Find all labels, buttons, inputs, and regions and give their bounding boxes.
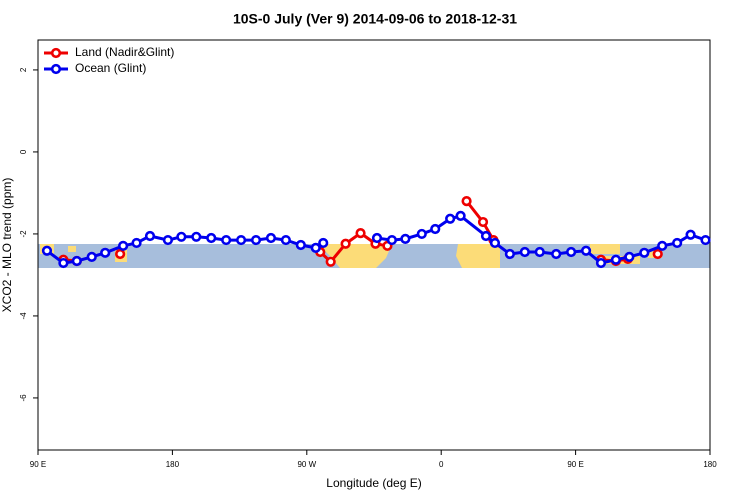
legend-label: Land (Nadir&Glint) [75, 45, 174, 59]
data-point [445, 213, 456, 224]
data-point [566, 246, 577, 258]
legend-marker [50, 63, 62, 75]
data-point [176, 231, 187, 242]
data-point [340, 238, 351, 249]
data-point [162, 234, 174, 246]
y-tick-label: -4 [19, 312, 28, 320]
land-patch [68, 246, 76, 252]
data-point [58, 257, 69, 269]
data-point [461, 196, 472, 207]
x-tick-label: 90 W [297, 460, 316, 469]
data-point [480, 230, 492, 242]
data-point [610, 254, 622, 265]
data-point [639, 247, 650, 258]
x-tick-label: 180 [703, 460, 717, 469]
data-point [71, 255, 82, 267]
land-patch [456, 244, 500, 268]
data-point [144, 230, 156, 242]
y-tick-label: -2 [19, 230, 28, 238]
data-point [280, 234, 291, 246]
land-patch [318, 244, 392, 268]
data-point [672, 237, 683, 249]
x-tick-label: 180 [166, 460, 180, 469]
data-point [41, 245, 53, 256]
data-point [519, 246, 530, 258]
data-point [657, 240, 668, 251]
data-point [430, 223, 441, 235]
x-tick-label: 90 E [567, 460, 583, 469]
x-axis-title: Longitude (deg E) [326, 476, 421, 490]
data-point [700, 234, 711, 246]
chart-title: 10S-0 July (Ver 9) 2014-09-06 to 2018-12… [233, 11, 517, 27]
plot-frame [37, 39, 711, 451]
data-point [318, 237, 329, 249]
data-point [400, 233, 411, 244]
data-point [416, 228, 427, 240]
data-point [455, 210, 466, 221]
data-point [534, 246, 545, 258]
data-point [371, 232, 383, 244]
data-point [250, 234, 262, 246]
y-tick-label: 0 [19, 149, 28, 154]
data-point [685, 229, 696, 240]
legend-marker [50, 47, 62, 59]
data-point [295, 239, 306, 251]
y-axis-title: XCO2 - MLO trend (ppm) [0, 178, 14, 313]
data-point [551, 248, 562, 260]
data-point [624, 251, 635, 262]
data-point [580, 245, 592, 256]
data-point [504, 248, 515, 260]
data-point [86, 251, 97, 262]
data-point [235, 234, 247, 246]
data-point [477, 216, 489, 228]
data-point [325, 256, 336, 267]
data-point [131, 237, 142, 249]
data-point [355, 228, 366, 239]
data-point [221, 234, 232, 246]
data-point [206, 232, 217, 244]
data-point [118, 240, 129, 251]
data-point [310, 242, 321, 253]
legend-label: Ocean (Glint) [75, 61, 146, 75]
data-point [386, 234, 398, 246]
data-point [652, 248, 663, 260]
x-tick-label: 0 [439, 460, 444, 469]
data-point [489, 237, 501, 249]
land-patch [590, 244, 620, 254]
data-point [100, 247, 111, 258]
y-tick-label: 2 [19, 67, 28, 72]
data-point [191, 231, 202, 242]
x-tick-label: 90 E [30, 460, 46, 469]
data-point [265, 232, 277, 244]
data-point [595, 257, 607, 269]
y-tick-label: -6 [19, 394, 28, 402]
data-point [115, 248, 126, 260]
